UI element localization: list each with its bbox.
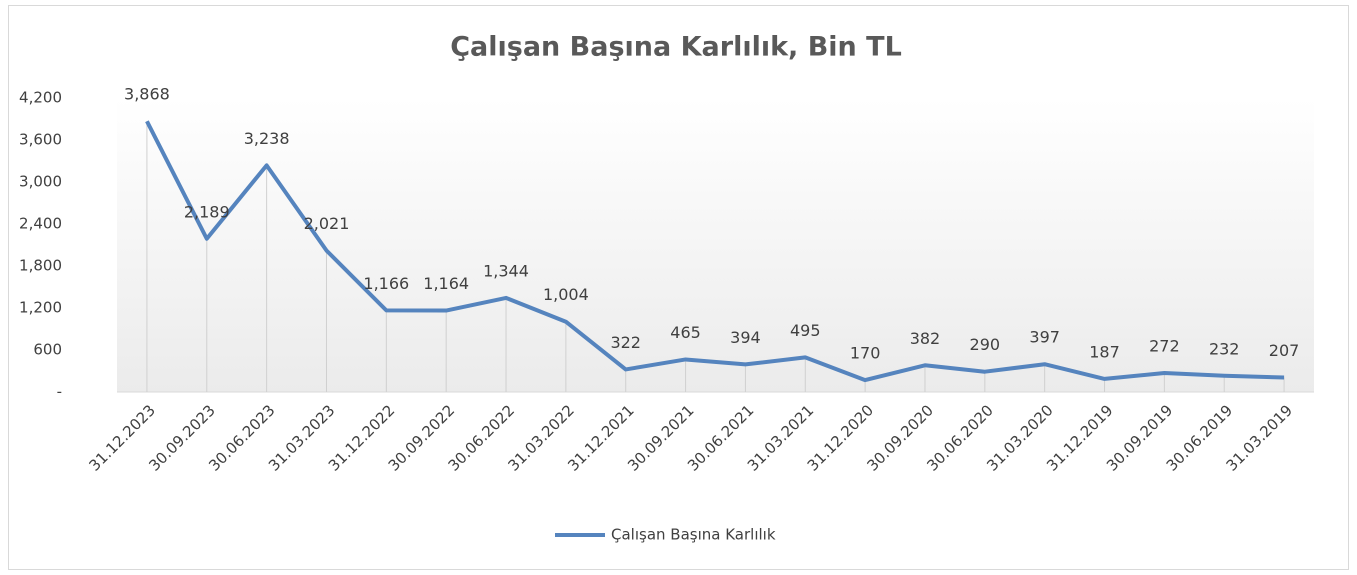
y-tick-label: 3,600: [19, 131, 62, 149]
data-label: 322: [610, 333, 641, 352]
data-label: 1,166: [363, 274, 409, 293]
data-label: 394: [730, 328, 761, 347]
data-label: 3,238: [244, 129, 290, 148]
y-tick-label: 4,200: [19, 89, 62, 107]
data-label: 2,189: [184, 202, 230, 221]
series-line: [145, 120, 1285, 383]
data-label: 2,021: [304, 214, 350, 233]
y-tick-label: 1,200: [19, 299, 62, 317]
data-label: 3,868: [124, 85, 170, 104]
chart-title: Çalışan Başına Karlılık, Bin TL: [450, 32, 902, 63]
data-label: 1,344: [483, 261, 529, 280]
data-label: 290: [970, 335, 1001, 354]
y-tick-label: -: [57, 383, 62, 401]
data-label: 397: [1029, 328, 1060, 347]
data-label: 1,004: [543, 285, 589, 304]
plot-area: [117, 98, 1314, 392]
data-label: 272: [1149, 336, 1180, 355]
y-tick-label: 600: [33, 341, 62, 359]
legend-label: Çalışan Başına Karlılık: [611, 526, 776, 544]
data-label: 232: [1209, 339, 1240, 358]
y-tick-label: 2,400: [19, 215, 62, 233]
data-label: 382: [910, 329, 941, 348]
data-label: 187: [1089, 342, 1120, 361]
data-label: 495: [790, 321, 821, 340]
data-label: 170: [850, 344, 881, 363]
y-tick-label: 3,000: [19, 173, 62, 191]
data-label: 465: [670, 323, 701, 342]
data-label: 207: [1269, 341, 1300, 360]
data-label: 1,164: [423, 274, 469, 293]
y-tick-label: 1,800: [19, 257, 62, 275]
